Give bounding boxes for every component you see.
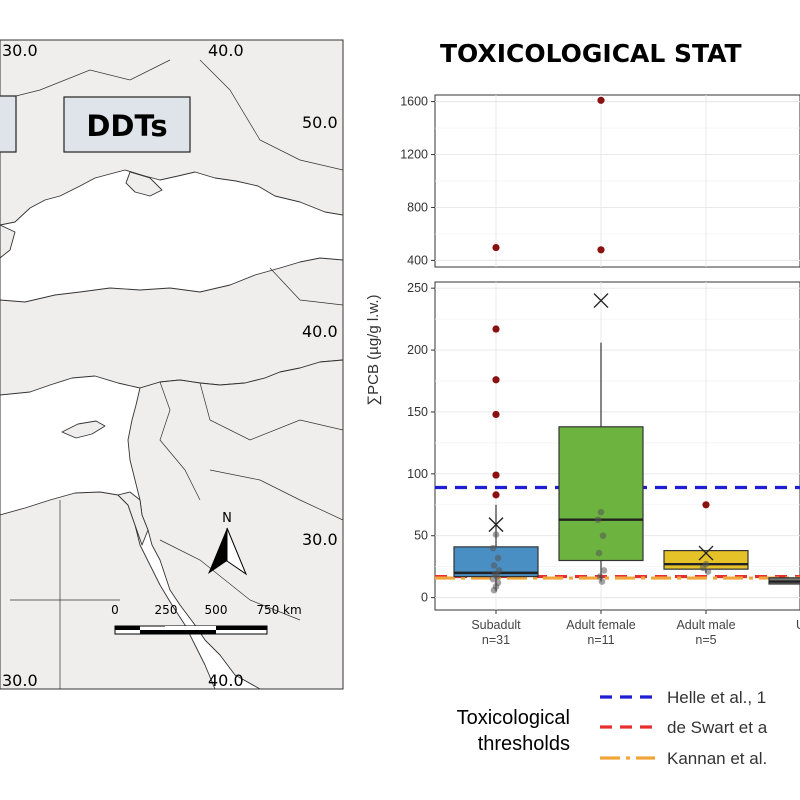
mean-marker-stroke [488,517,504,533]
scale-label-0: 0 [111,603,119,617]
map-frame [0,39,344,690]
outlier-point [492,325,500,333]
ddts-badge-label: DDTs [86,109,167,143]
north-label: N [222,511,232,526]
data-point [597,508,605,516]
legend-title-line1: Toxicological [457,707,570,729]
legend-label: de Swart et a [667,718,768,737]
map-lat-label-30: 30.0 [302,530,338,549]
map-lon-label-bottom-left: 30.0 [2,671,38,690]
y-tick-label: 200 [407,343,428,357]
data-point [490,562,498,569]
africa [0,491,216,689]
balkans [0,224,16,259]
chart-title: TOXICOLOGICAL STAT [440,39,742,68]
outlier-point [702,501,710,509]
legend-title-line2: thresholds [478,733,570,755]
data-point [596,573,604,580]
map-lon-label-top-left: 30.0 [2,41,38,60]
x-tick-label: Adult female [566,618,636,632]
y-axis-label: ∑PCB (µg/g l.w.) [365,294,382,405]
outlier-point [492,243,500,252]
mean-marker-stroke [698,545,714,561]
data-point [598,578,606,585]
y-tick-label: 1200 [400,148,428,162]
map-lon-label-bottom-right: 40.0 [208,671,244,690]
outlier-point [492,410,500,419]
scale-label-750: 750 km [256,603,301,617]
mean-marker [698,545,714,561]
y-tick-label: 1600 [400,95,428,109]
scale-bar: 0 250 500 750 km [111,603,302,635]
outlier-point [597,96,605,104]
y-tick-label: 0 [421,591,428,605]
y-tick-label: 400 [407,253,428,267]
left-badge [0,95,17,153]
map-lat-label-50: 50.0 [302,113,338,132]
y-tick-label: 100 [407,467,428,481]
mean-marker-stroke [593,293,609,309]
map-lat-label-40: 40.0 [302,322,338,341]
lower-panel: 0 50 100 150 200 250 [407,281,800,614]
data-point [594,516,602,523]
data-point [600,567,608,574]
legend: Toxicological thresholds Helle et al., 1… [457,688,768,768]
x-tick-label-n: n=31 [482,633,510,647]
map-lon-label-top-right: 40.0 [208,41,244,60]
data-point [489,575,497,583]
data-point [489,544,497,552]
mean-marker [488,517,504,533]
data-point [494,554,502,562]
upper-panel: 400 800 1200 1600 [400,94,800,268]
outlier-point [492,376,500,384]
x-tick-label: Adult male [676,618,735,632]
crimea [125,171,163,197]
data-point [599,532,607,540]
outlier-point [492,491,500,499]
cyprus [61,420,106,439]
map-panel: 30.0 40.0 50.0 40.0 30.0 30.0 40.0 DDTs … [0,39,344,690]
y-tick-label: 800 [407,200,428,214]
data-point [492,531,500,538]
x-tick-label-n: n=11 [587,633,614,647]
ddts-badge [63,96,191,153]
levant-arabia [127,359,343,689]
mean-marker [593,293,609,309]
scale-label-250: 250 [155,603,178,617]
legend-label: Helle et al., 1 [667,688,766,707]
data-point [490,586,498,594]
data-point [704,568,712,575]
y-tick-label: 50 [414,529,428,543]
legend-label: Kannan et al. [667,749,767,768]
sinai [117,491,149,546]
north-arrow-icon: N [208,511,248,576]
data-point [595,549,603,557]
y-tick-label: 250 [407,281,428,295]
x-tick-label: Unde [796,618,800,632]
x-tick-label-n: n=5 [695,633,716,647]
outlier-point [597,246,605,254]
box-body [558,426,644,562]
country-borders [0,59,343,689]
scale-label-500: 500 [205,603,228,617]
data-point [699,564,707,572]
x-tick-label: Subadult [471,618,521,632]
outlier-point [492,471,500,479]
y-tick-label: 150 [407,405,428,419]
